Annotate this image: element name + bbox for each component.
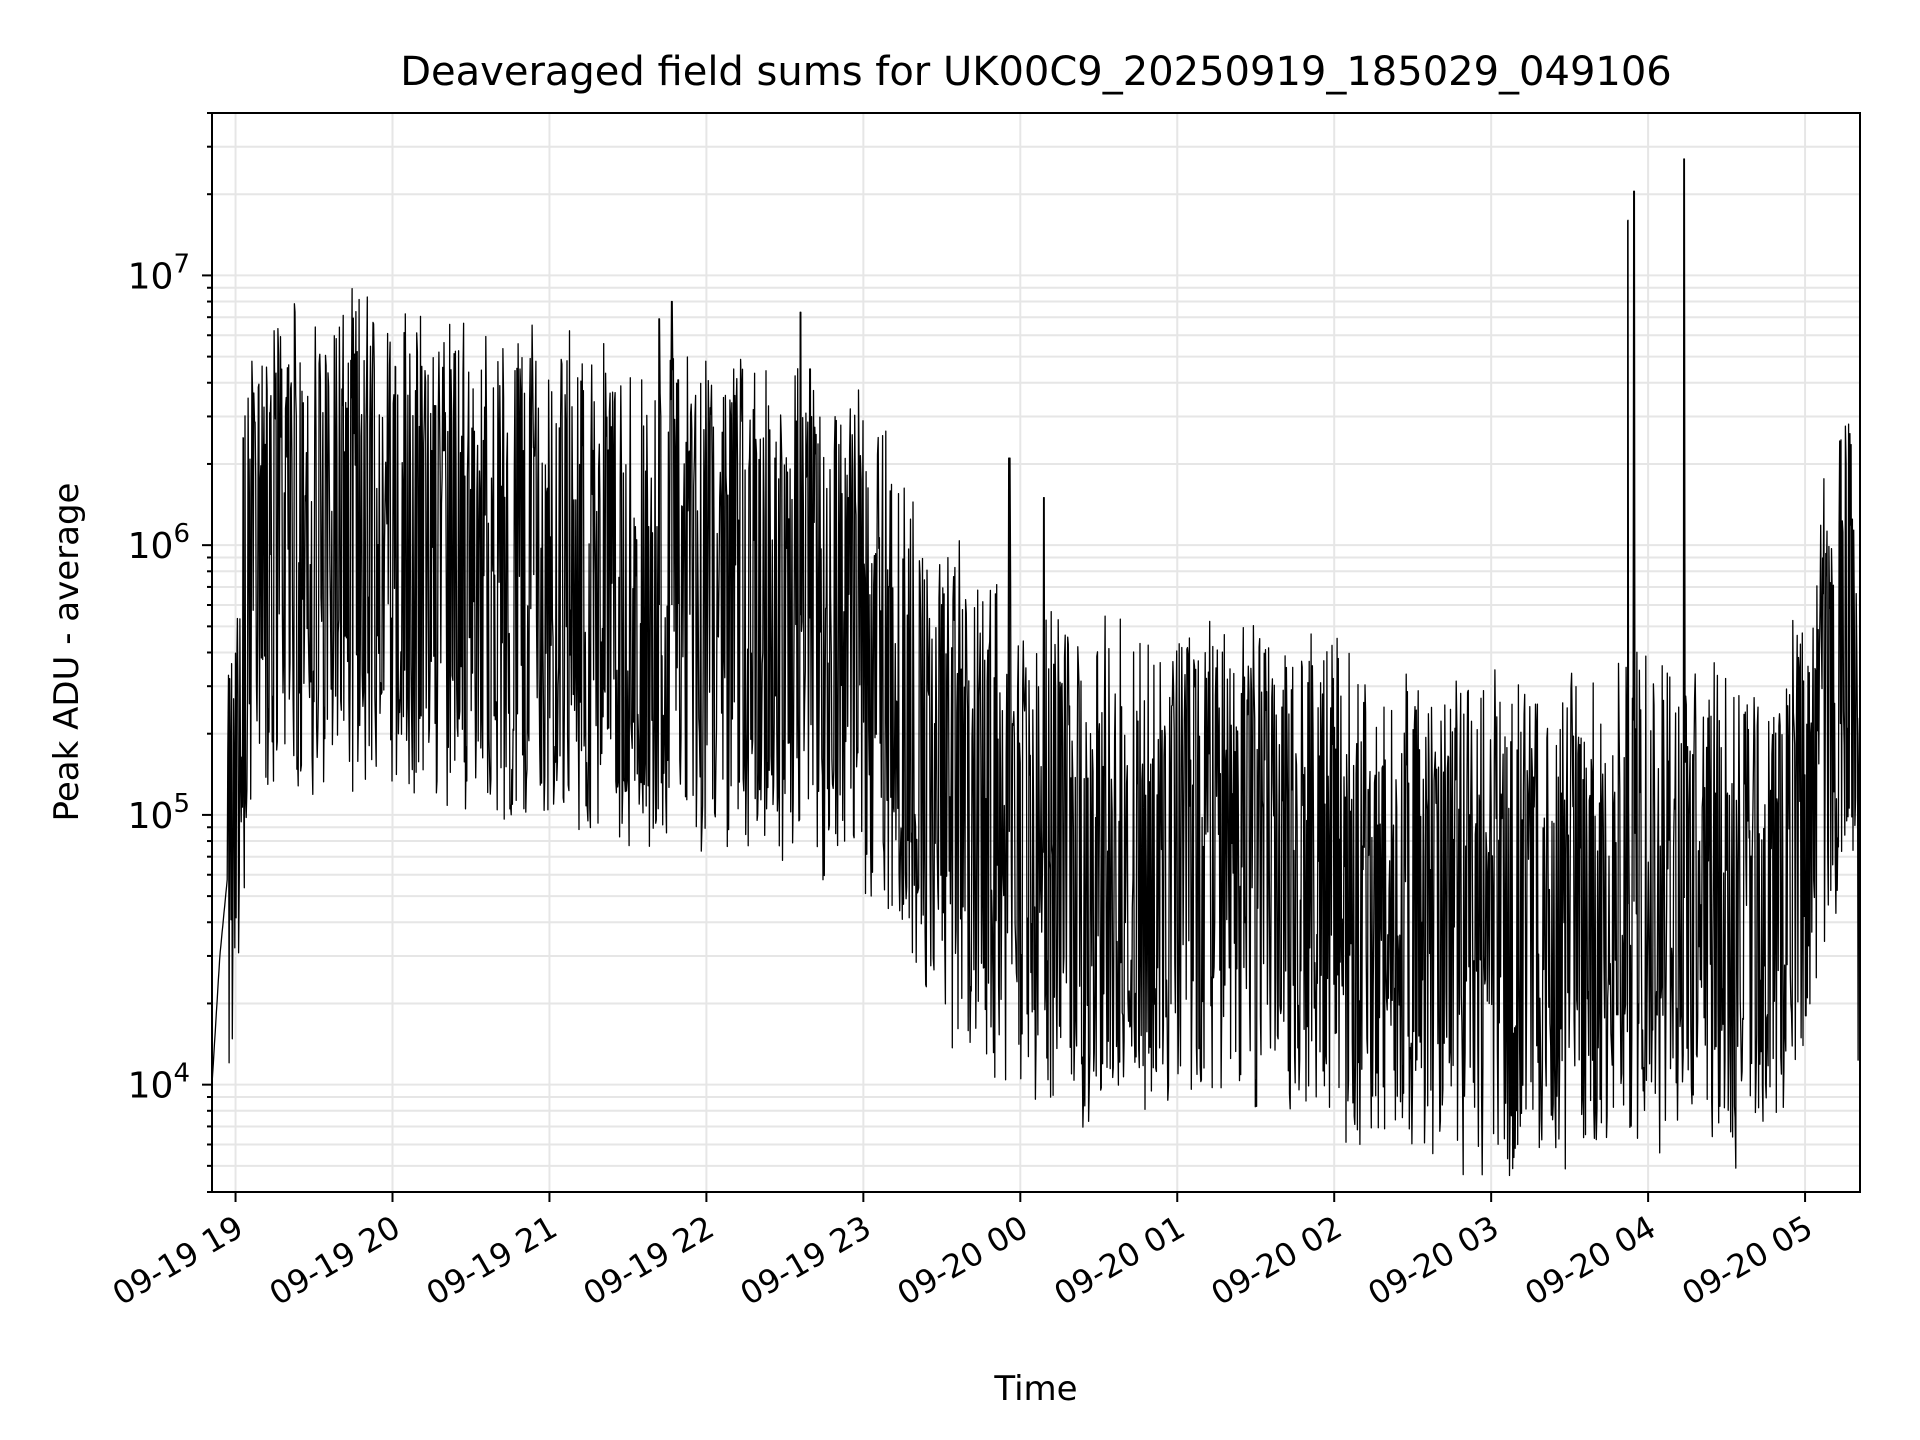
series-line — [211, 158, 1861, 1179]
y-tick-label: 106 — [128, 519, 190, 567]
x-tick-label: 09-20 00 — [891, 1208, 1035, 1313]
y-axis-label: Peak ADU - average — [47, 483, 87, 822]
x-tick-label: 09-20 02 — [1205, 1208, 1349, 1313]
x-tick-label: 09-19 23 — [734, 1208, 878, 1313]
x-tick-label: 09-19 20 — [263, 1208, 407, 1313]
y-tick-exponent: 5 — [173, 789, 190, 819]
y-tick-base: 10 — [128, 796, 174, 837]
y-tick-exponent: 6 — [173, 519, 190, 549]
x-tick-label: 09-20 03 — [1362, 1208, 1506, 1313]
y-tick-exponent: 4 — [173, 1059, 190, 1089]
x-tick-label: 09-19 19 — [106, 1208, 250, 1313]
y-tick-exponent: 7 — [173, 249, 190, 279]
x-tick-labels: 09-19 19 09-19 20 09-19 21 09-19 22 09-19 23… — [106, 1208, 1819, 1313]
tick-layer — [202, 112, 1807, 1202]
x-tick-label: 09-19 22 — [577, 1208, 721, 1313]
y-tick-label: 107 — [128, 249, 190, 297]
y-tick-label: 104 — [128, 1059, 190, 1107]
x-tick-label: 09-20 04 — [1519, 1208, 1663, 1313]
chart-title: Deaveraged field sums for UK00C9_2025091… — [400, 49, 1671, 95]
y-tick-base: 10 — [128, 526, 174, 567]
x-tick-label: 09-19 21 — [420, 1208, 564, 1313]
series-layer — [211, 158, 1861, 1179]
y-tick-base: 10 — [128, 1066, 174, 1107]
x-tick-label: 09-20 05 — [1675, 1208, 1819, 1313]
y-tick-base: 10 — [128, 256, 174, 297]
x-tick-label: 09-20 01 — [1048, 1208, 1192, 1313]
x-axis-label: Time — [993, 1369, 1077, 1409]
y-tick-label: 105 — [128, 789, 190, 837]
